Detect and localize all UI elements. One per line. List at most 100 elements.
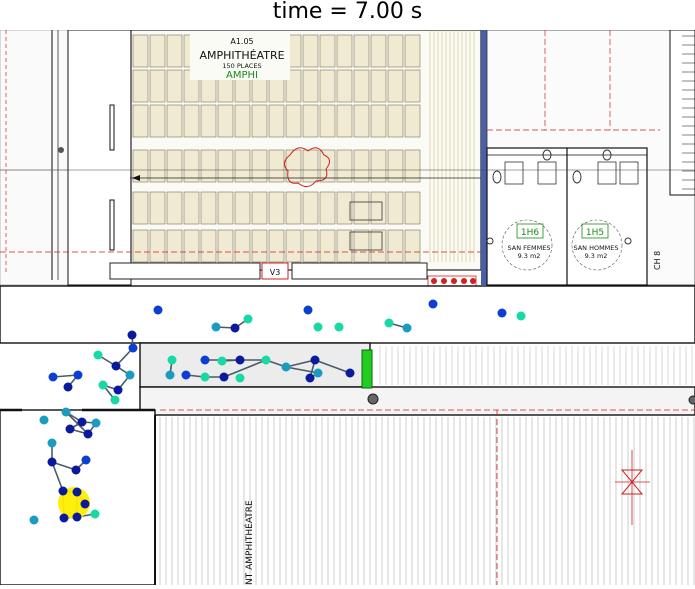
- red-fixture: [615, 450, 650, 525]
- wc-men-code: 1H5: [586, 228, 604, 238]
- seat-block: [370, 191, 387, 225]
- seat-block: [149, 229, 166, 263]
- seat-block: [370, 149, 387, 183]
- agent-dot: [91, 418, 101, 428]
- upper-floor-plan: A1.05 AMPHITHÉATRE 150 PLACES AMPHI V3: [0, 29, 695, 287]
- agent-dot: [72, 512, 82, 522]
- seat-block: [183, 229, 200, 263]
- seat-block: [285, 191, 302, 225]
- seat-block: [132, 34, 149, 68]
- corridor-box: [67, 29, 132, 286]
- room-name: AMPHITHÉATRE: [199, 49, 284, 62]
- agent-dot: [71, 465, 81, 475]
- agent-dot: [428, 299, 438, 309]
- wc-men-name: SAN HOMMES: [573, 244, 618, 252]
- seat-block: [336, 191, 353, 225]
- agent-dot: [243, 314, 253, 324]
- stair-block: [669, 29, 695, 196]
- seat-block: [404, 229, 421, 263]
- seat-block: [251, 191, 268, 225]
- column-marker: [58, 147, 64, 153]
- seat-block: [404, 34, 421, 68]
- left-corridor: [0, 29, 69, 286]
- seat-block: [234, 104, 251, 138]
- agent-link: [65, 411, 89, 435]
- seat-block: [285, 229, 302, 263]
- floor-plan-stage: A1.05 AMPHITHÉATRE 150 PLACES AMPHI V3: [0, 29, 695, 586]
- seat-block: [166, 191, 183, 225]
- seat-block: [370, 104, 387, 138]
- agent-dot: [29, 515, 39, 525]
- agent-dot: [313, 322, 323, 332]
- seat-block: [268, 229, 285, 263]
- seat-block: [166, 104, 183, 138]
- agent-dot: [83, 429, 93, 439]
- seat-block: [183, 191, 200, 225]
- agent-dot: [219, 372, 229, 382]
- agent-dot: [80, 499, 90, 509]
- seat-block: [200, 104, 217, 138]
- seat-block: [353, 191, 370, 225]
- agent-dot: [59, 513, 69, 523]
- seat-block: [132, 191, 149, 225]
- agent-dot: [200, 372, 210, 382]
- agent-dot: [47, 457, 57, 467]
- seat-block: [319, 34, 336, 68]
- seat-block: [302, 229, 319, 263]
- door-tag-box: [261, 262, 289, 280]
- agent-dot: [58, 486, 68, 496]
- seat-block: [370, 229, 387, 263]
- seat-block: [234, 191, 251, 225]
- agent-dot: [128, 343, 138, 353]
- seat-block: [319, 191, 336, 225]
- agent-dot: [310, 355, 320, 365]
- agent-link: [285, 366, 319, 374]
- exit-door: [361, 349, 373, 389]
- seat-block: [268, 104, 285, 138]
- seat-block: [302, 69, 319, 103]
- seat-block: [149, 191, 166, 225]
- agent-dot: [516, 311, 526, 321]
- agent-dot: [113, 385, 123, 395]
- agent-dot: [181, 370, 191, 380]
- seat-block: [319, 104, 336, 138]
- seat-block: [370, 34, 387, 68]
- room-capacity: 150 PLACES: [222, 62, 261, 70]
- agent-dot: [110, 395, 120, 405]
- seat-block: [353, 104, 370, 138]
- agent-dot: [167, 355, 177, 365]
- seat-block: [200, 229, 217, 263]
- plot-title: time = 7.00 s: [272, 0, 423, 24]
- agent-dot: [98, 380, 108, 390]
- agent-link: [314, 359, 351, 374]
- seat-block: [387, 104, 404, 138]
- seat-block: [183, 149, 200, 183]
- seat-block: [132, 229, 149, 263]
- chair-symbol: [349, 201, 383, 221]
- seat-block: [217, 149, 234, 183]
- seat-block: [336, 34, 353, 68]
- seat-block: [336, 104, 353, 138]
- agent-dot: [39, 415, 49, 425]
- agents-layer: [29, 299, 526, 525]
- seat-block: [404, 104, 421, 138]
- agent-dot: [77, 417, 87, 427]
- floor-plan-svg: A1.05 AMPHITHÉATRE 150 PLACES AMPHI V3: [0, 29, 695, 586]
- seat-block: [217, 104, 234, 138]
- seat-block: [200, 191, 217, 225]
- agent-dot: [72, 487, 82, 497]
- seat-block: [387, 149, 404, 183]
- seat-block: [234, 149, 251, 183]
- agent-link: [223, 359, 267, 378]
- seat-block: [302, 34, 319, 68]
- seat-block: [166, 149, 183, 183]
- seat-block: [166, 229, 183, 263]
- seat-block: [353, 69, 370, 103]
- agent-dot: [402, 323, 412, 333]
- seat-block: [149, 34, 166, 68]
- wc-tag-box: [516, 223, 544, 239]
- wc-fixtures: [486, 149, 639, 271]
- landing-corridor: [139, 386, 695, 416]
- agent-dot: [235, 355, 245, 365]
- seat-block: [353, 149, 370, 183]
